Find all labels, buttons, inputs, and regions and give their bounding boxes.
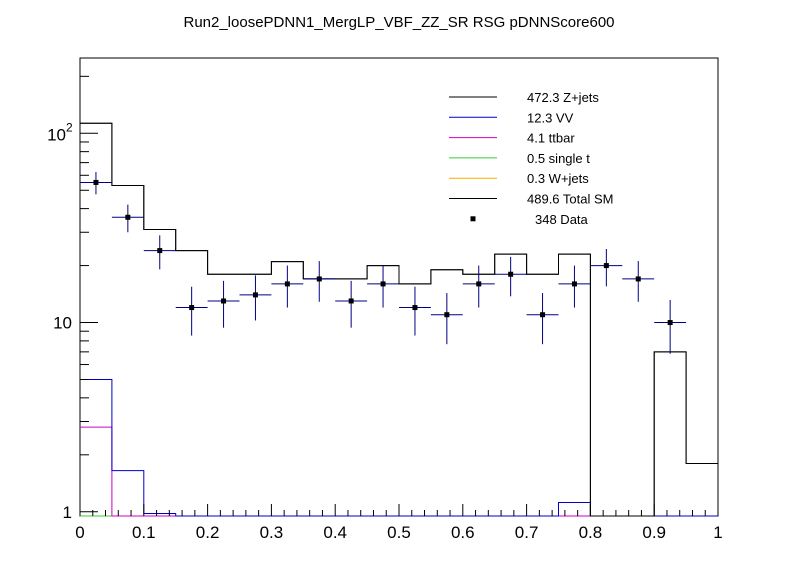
data-points [80,172,687,354]
data-point-13 [508,271,514,277]
data-point-4 [221,298,227,304]
y-tick-label: 1 [63,503,72,522]
legend-label-1: 12.3 VV [527,110,574,125]
y-tick-exponent: 2 [66,120,73,134]
data-point-9 [380,281,386,287]
legend-label-2: 4.1 ttbar [527,131,575,146]
data-point-7 [316,276,322,282]
legend-label-4: 0.3 W+jets [527,171,589,186]
data-point-8 [348,298,354,304]
legend-marker-data [470,216,476,222]
x-tick-label: 0.2 [196,523,220,542]
x-tick-label: 0.6 [451,523,475,542]
x-tick-label: 0.7 [515,523,539,542]
data-point-15 [571,281,577,287]
series-line-5 [80,122,718,517]
legend-label-data: 348 Data [535,212,589,227]
x-tick-label: 0.8 [579,523,603,542]
y-tick-label: 10 [53,314,72,333]
series-line-1 [80,379,718,517]
x-tick-label: 0.4 [323,523,347,542]
data-point-12 [476,281,482,287]
data-point-3 [189,305,195,311]
x-tick-label: 0.9 [642,523,666,542]
data-point-5 [252,292,258,298]
data-point-6 [284,281,290,287]
data-point-10 [412,305,418,311]
legend-label-0: 472.3 Z+jets [527,90,599,105]
x-tick-label: 1 [713,523,722,542]
data-point-11 [444,312,450,318]
legend: 472.3 Z+jets 12.3 VV 4.1 ttbar 0.5 single t… [449,90,613,227]
x-axis: 0 0.1 0.2 0.3 0.4 0.5 0.6 0.7 0.8 0.9 1 [75,504,723,542]
data-point-16 [603,263,609,269]
plot-frame [79,57,719,517]
x-tick-label: 0.5 [387,523,411,542]
series-line-0 [80,122,718,517]
data-point-14 [540,312,546,318]
series-line-2 [80,426,718,517]
chart-title: Run2_loosePDNN1_MergLP_VBF_ZZ_SR RSG pDN… [183,14,614,31]
histograms [80,122,718,517]
data-point-17 [635,276,641,282]
x-tick-label: 0 [75,523,84,542]
data-point-0 [93,179,99,185]
data-point-1 [125,214,131,220]
legend-label-5: 489.6 Total SM [527,192,613,207]
legend-label-3: 0.5 single t [527,151,590,166]
data-point-18 [667,320,673,326]
x-tick-label: 0.1 [132,523,156,542]
y-tick-label: 10 [47,125,66,144]
x-tick-label: 0.3 [260,523,284,542]
data-point-2 [157,248,163,254]
